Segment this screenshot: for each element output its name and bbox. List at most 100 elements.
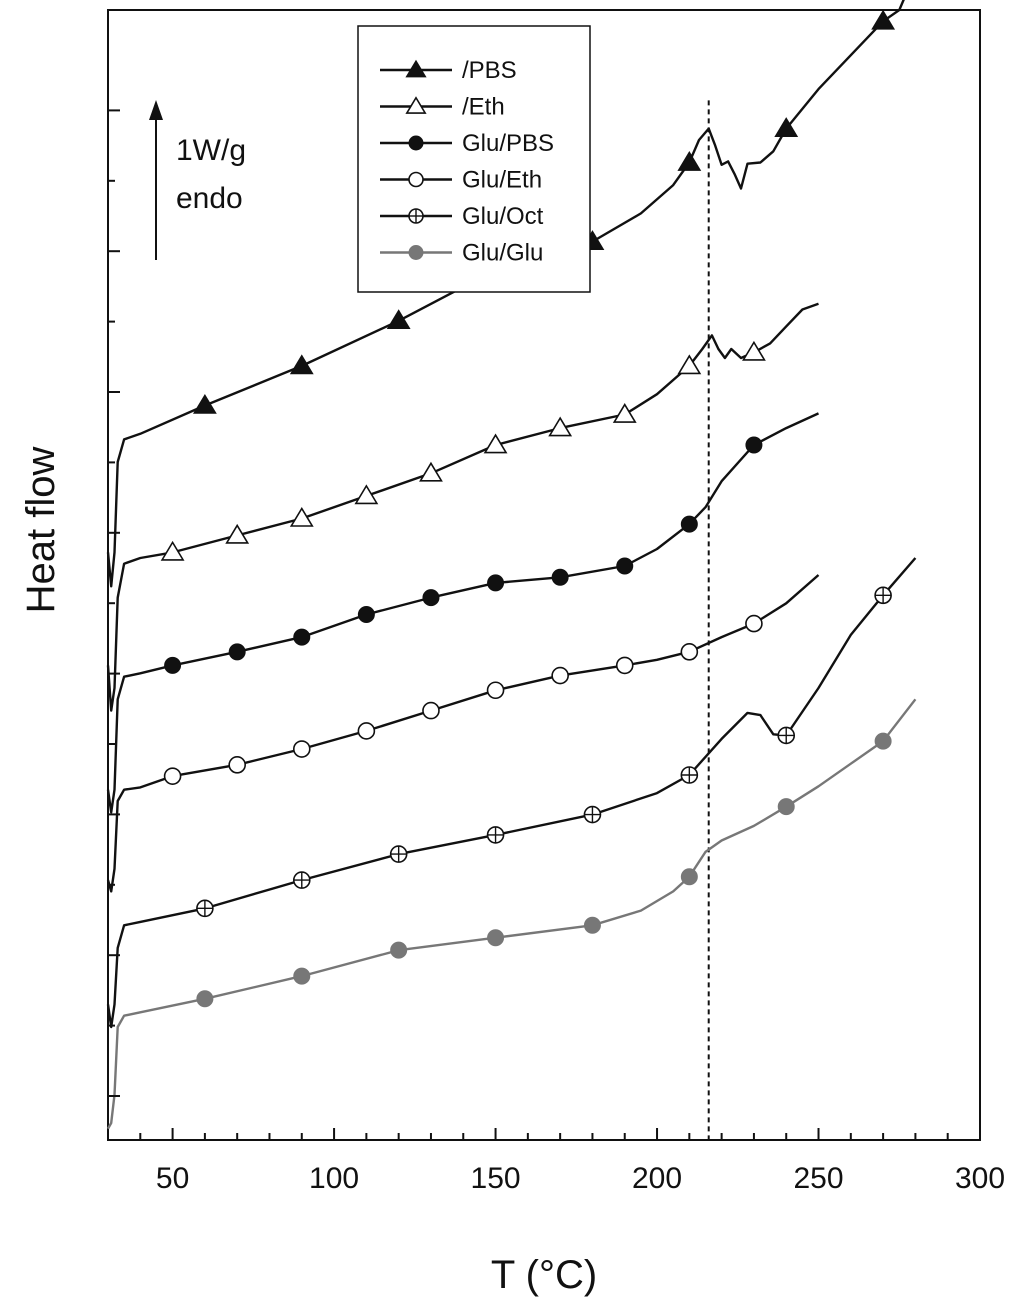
legend-label: Glu/Oct [462,203,544,230]
data-point [293,967,311,985]
legend-label: /PBS [462,57,517,84]
data-point [548,416,573,437]
data-point [354,484,379,505]
direction-label: endo [176,182,243,215]
legend-marker [408,171,424,188]
data-point [745,614,763,633]
x-axis-label: T (°C) [491,1253,597,1297]
legend-entry: Glu/PBS [380,130,554,157]
data-point [228,643,246,661]
legend: /PBS/Eth Glu/PBS Glu/Eth Glu/Oct Glu/Glu [357,25,591,293]
y-axis-label: Heat flow [19,447,63,614]
data-point [486,681,505,700]
legend-entry: /PBS [380,57,517,84]
data-point [871,9,896,30]
legend-marker [408,245,424,260]
data-point [389,845,408,863]
series-1 [106,302,819,712]
legend-label: Glu/Glu [462,240,543,267]
series-4 [106,557,917,1029]
legend-marker [408,208,424,224]
data-point [483,433,508,454]
series-line [106,0,905,588]
data-point [386,309,411,330]
legend-marker [405,59,427,78]
series-2 [106,412,819,814]
data-point [357,606,375,624]
data-point [292,871,311,889]
data-point [745,436,763,454]
data-point [551,568,569,586]
series-line [106,302,819,712]
series-line [106,698,917,1130]
data-point [777,798,795,816]
data-point [228,756,246,774]
plot-frame [107,9,981,1141]
scale-arrow-head-icon [149,100,163,120]
x-tick-label: 100 [309,1162,359,1195]
data-point [225,523,250,544]
plot-border [107,9,981,1141]
series-group [106,0,917,1130]
legend-entry: /Eth [380,94,505,121]
data-point [680,868,698,886]
scale-annotation: 1W/g endo [149,100,246,260]
data-point [680,643,699,661]
data-point [487,574,505,592]
legend-entry: Glu/Eth [380,167,542,194]
series-5 [106,698,917,1130]
legend-label: Glu/PBS [462,130,554,157]
data-point [680,515,698,533]
data-point [160,540,185,561]
data-point [293,628,311,646]
data-point [583,805,602,824]
legend-label: Glu/Eth [462,167,542,194]
legend-label: /Eth [462,94,505,121]
data-point [292,740,311,758]
data-point [422,589,440,607]
legend-marker [405,96,427,114]
data-point [163,767,182,785]
x-tick-label: 150 [471,1162,521,1195]
series-0 [106,0,905,588]
x-tick-label: 50 [156,1162,189,1195]
data-point [583,916,601,934]
legend-entry: Glu/Glu [380,240,543,267]
data-point [196,990,214,1008]
scale-label: 1W/g [176,134,246,167]
series-line [106,557,917,1029]
data-point [742,340,766,361]
data-point [774,117,799,137]
data-point [192,393,217,414]
data-point [677,354,702,375]
x-tick-label: 250 [793,1162,843,1195]
data-point [680,766,699,784]
data-point [486,826,505,844]
series-line [106,574,820,893]
x-tick-label: 300 [955,1162,1005,1195]
x-tick-label: 200 [632,1162,682,1195]
data-point [615,656,634,675]
data-point [289,506,314,527]
data-point [289,354,314,375]
data-point [164,656,182,674]
data-point [874,732,892,750]
legend-marker [408,135,424,151]
series-line [106,412,819,814]
data-point [777,726,796,745]
data-point [551,666,569,685]
data-point [874,586,892,605]
data-point [419,461,443,482]
data-point [422,701,440,720]
x-axis-ticks: 50 100 150 200 250 300 [139,1128,1005,1195]
data-point [487,929,505,947]
data-point [677,150,702,171]
y-axis-ticks [108,109,120,1097]
data-point [616,557,634,575]
data-point [612,402,637,423]
series-3 [106,574,820,893]
data-point [357,722,376,740]
data-point [196,899,214,918]
data-point [390,941,408,959]
